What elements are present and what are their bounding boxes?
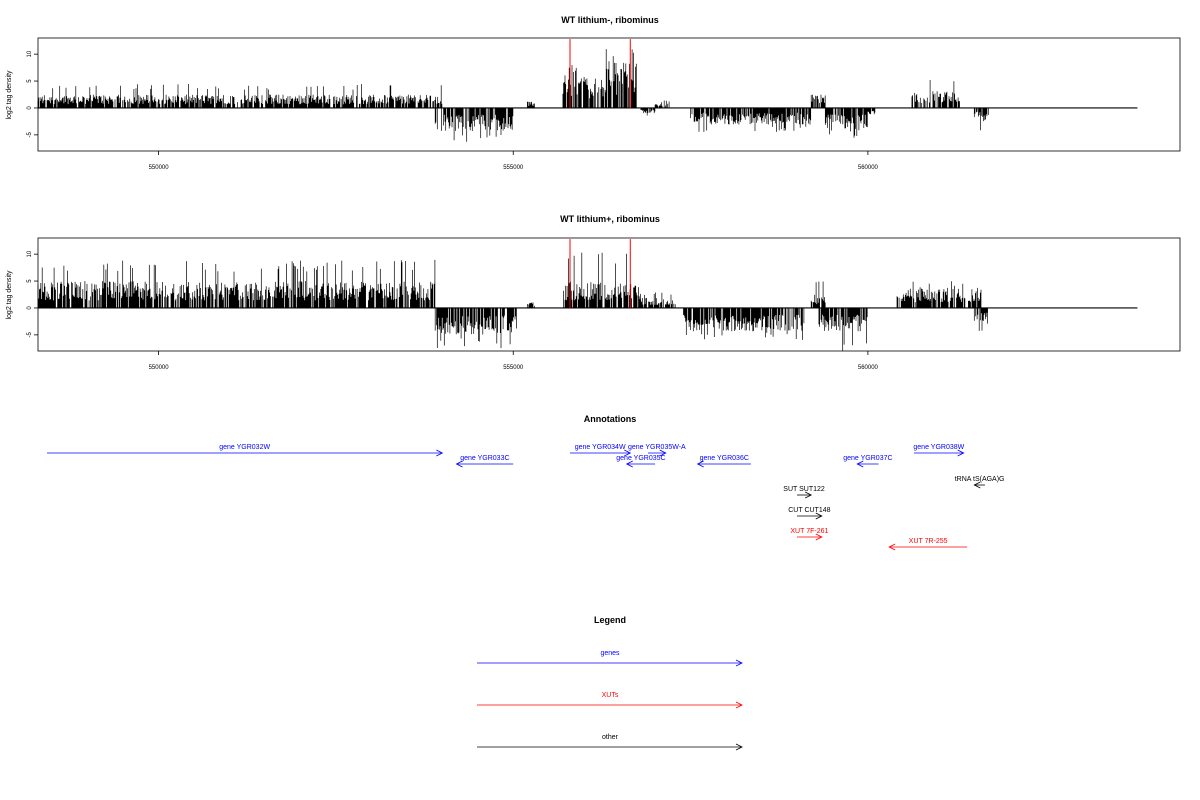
legend-title: Legend [594,615,626,625]
coverage-panel-lithium-plus: WT lithium+, ribominus log2 tag density … [6,214,1181,371]
legend-label: genes [600,650,620,657]
annotation-feature: CUT CUT148 [788,507,831,520]
arrowhead-icon [804,491,813,499]
annotation-label: gene YGR037C [843,455,892,462]
y-tick-label: -5 [27,132,33,138]
annotation-feature: gene YGR035C [616,455,666,468]
annotation-feature: gene YGR035W-A [628,444,686,457]
y-tick-label: 0 [27,306,33,310]
annotation-label: gene YGR032W [219,444,270,451]
coverage-bars [37,49,1138,142]
annotation-feature: gene YGR033C [455,455,514,468]
x-tick-label: 550000 [149,165,170,171]
arrowhead-icon [815,512,823,520]
legend-entry: other [477,734,743,751]
annotations-title: Annotations [584,414,637,424]
plot-frame [37,37,1181,152]
annotation-label: gene YGR035W-A [628,444,686,451]
annotation-feature: XUT 7R-255 [888,538,968,551]
panel-title: WT lithium+, ribominus [560,214,660,224]
annotation-feature: gene YGR032W [47,444,444,457]
arrowhead-icon [856,460,864,468]
annotation-feature: XUT 7F-261 [790,528,828,541]
coverage-bars [37,252,1138,351]
arrowhead-icon [455,460,463,468]
x-tick-label: 560000 [858,365,879,371]
y-axis: -5 0 5 10 [27,50,38,138]
x-axis: 550000 555000 560000 [149,151,879,171]
x-axis: 550000 555000 560000 [149,351,879,371]
arrowhead-icon [696,460,704,468]
annotation-label: gene YGR038W [913,444,964,451]
annotation-label: XUT 7R-255 [909,538,948,545]
annotation-feature: gene YGR037C [843,455,893,468]
annotation-feature: tRNA tS(AGA)G [955,476,1005,489]
arrowhead-icon [659,449,667,457]
annotation-label: CUT CUT148 [788,507,830,514]
legend-entry: XUTs [477,692,743,709]
legend-entry: genes [477,650,743,667]
x-tick-label: 560000 [858,165,879,171]
annotation-label: XUT 7F-261 [790,528,828,535]
y-tick-label: 5 [27,279,33,283]
legend-label: other [602,734,619,741]
annotation-feature: SUT SUT122 [783,486,825,499]
arrowhead-icon [625,460,633,468]
marker-lines [569,39,631,108]
coverage-bar-series [37,49,989,142]
panel-title: WT lithium-, ribominus [561,15,659,25]
legend-label: XUTs [602,692,619,699]
annotation-label: gene YGR036C [700,455,749,462]
y-tick-label: 5 [27,79,33,83]
arrowhead-icon [973,481,981,489]
coverage-bar-series [37,252,988,351]
x-tick-label: 555000 [503,165,524,171]
arrowhead-icon [735,701,743,709]
coverage-panel-lithium-minus: WT lithium-, ribominus log2 tag density … [6,15,1181,171]
annotation-feature: gene YGR036C [696,455,751,468]
annotations-track: Annotations gene YGR032W gene YGR033C gene… [47,414,1005,551]
y-tick-label: 10 [27,50,33,57]
arrowhead-icon [624,449,632,457]
x-tick-label: 550000 [149,365,170,371]
annotation-label: tRNA tS(AGA)G [955,476,1005,483]
legend: Legend genes XUTs other [477,615,743,751]
y-tick-label: -5 [27,332,33,338]
arrowhead-icon [957,449,965,457]
arrowhead-icon [436,449,444,457]
arrowhead-icon [815,533,823,541]
annotation-feature: gene YGR034W [569,444,632,457]
annotation-label: gene YGR035C [616,455,665,462]
arrowhead-icon [735,659,743,667]
x-tick-label: 555000 [503,365,524,371]
y-axis-label: log2 tag density [6,70,13,120]
y-axis-label: log2 tag density [6,270,13,320]
legend-entries: genes XUTs other [477,650,743,751]
arrowhead-icon [888,543,896,551]
annotation-label: gene YGR033C [460,455,509,462]
annotation-label: SUT SUT122 [783,486,825,493]
y-tick-label: 0 [27,106,33,110]
y-axis: -5 0 5 10 [27,250,38,338]
y-tick-label: 10 [27,250,33,257]
annotation-label: gene YGR034W [575,444,626,451]
arrowhead-icon [735,743,743,751]
annotation-feature: gene YGR038W [913,444,965,457]
marker-lines [569,239,631,308]
